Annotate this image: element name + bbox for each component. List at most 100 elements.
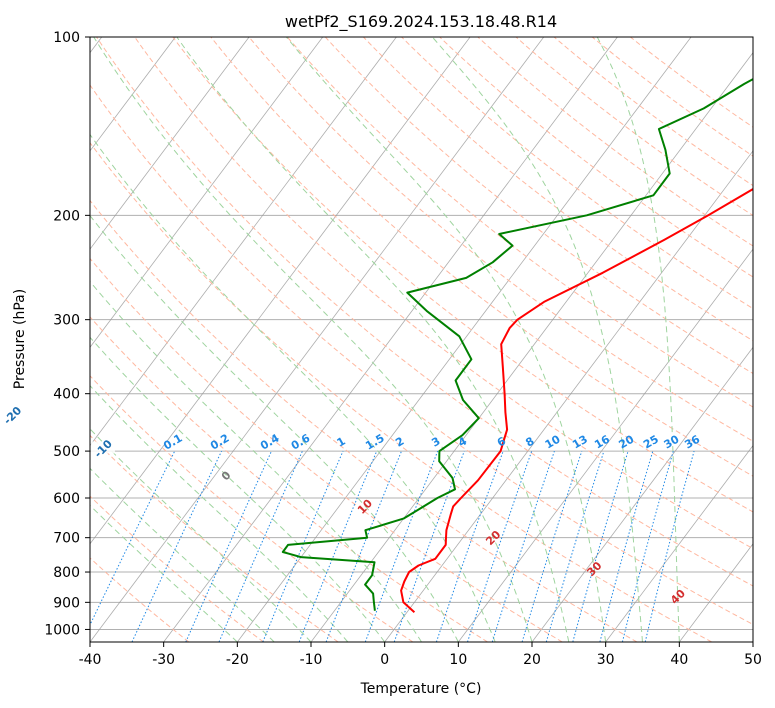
- y-tick-label: 200: [53, 208, 80, 224]
- mixing-ratio-label: 20: [616, 432, 636, 451]
- x-tick-label: 30: [597, 652, 615, 668]
- x-tick-label: -30: [152, 652, 175, 668]
- mixing-ratio-label: 3: [429, 435, 442, 450]
- series-layer: [281, 78, 753, 613]
- isotherm-gridline: [458, 248, 753, 642]
- mixing-ratio-label: 4: [456, 434, 469, 449]
- mixing-ratio-line: [644, 450, 695, 642]
- dry-adiabat-line: [90, 199, 638, 642]
- x-tick-label: 10: [449, 652, 467, 668]
- chart-title: wetPf2_S169.2024.153.18.48.R14: [285, 12, 557, 32]
- mixing-ratio-line: [185, 450, 272, 642]
- y-tick-label: 900: [53, 595, 80, 611]
- temperature-profile-line: [400, 187, 753, 613]
- isotherm-gridline: [163, 37, 618, 642]
- dry-adiabat-line: [90, 84, 753, 625]
- dry-adiabat-line: [90, 557, 190, 642]
- mixing-ratio-line: [218, 450, 303, 642]
- mixing-ratio-label: 1: [335, 435, 348, 450]
- dry-adiabat-line: [90, 495, 264, 642]
- dry-adiabat-line: [324, 37, 753, 375]
- x-tick-label: 20: [523, 652, 541, 668]
- y-tick-label: 300: [53, 313, 80, 329]
- dry-adiabat-line: [90, 375, 414, 642]
- mixing-ratio-label: 30: [662, 432, 682, 451]
- mixing-ratio-line: [90, 450, 176, 627]
- dry-adiabat-line: [172, 37, 753, 513]
- moist-adiabat-label: 20: [483, 528, 503, 548]
- mixing-ratio-label: 2: [393, 435, 406, 450]
- dry-adiabat-line: [363, 37, 753, 342]
- y-tick-label: 600: [53, 491, 80, 507]
- isotherm-gridline: [531, 346, 753, 642]
- moist-adiabat-line: [90, 214, 459, 642]
- dry-adiabat-label-bg: [90, 441, 115, 454]
- dry-adiabat-line: [90, 316, 488, 642]
- dry-adiabat-line: [591, 37, 753, 157]
- moist-adiabat-line: [93, 37, 533, 642]
- mixing-ratio-label: 1.5: [363, 432, 386, 453]
- dry-adiabat-line: [210, 37, 753, 477]
- moist-adiabat-line: [431, 37, 643, 642]
- isotherm-gridline: [384, 150, 753, 642]
- mixing-ratio-label: 0.2: [208, 432, 231, 453]
- mixing-ratio-line: [325, 450, 402, 642]
- dry-adiabat-line: [286, 37, 753, 408]
- plot-frame: [89, 36, 754, 643]
- mixing-ratio-line: [393, 450, 465, 642]
- mixing-ratio-label: 36: [682, 432, 702, 451]
- moist-adiabat-line: [90, 504, 238, 642]
- y-axis: 100 200 300 400 500 600 700 800 900 1000: [44, 30, 90, 638]
- isotherm-gridline: [90, 37, 545, 642]
- isotherm-gridline: [90, 37, 176, 152]
- dry-adiabat-line: [96, 37, 753, 587]
- dry-adiabat-line: [134, 37, 753, 550]
- isotherm-gridline: [90, 37, 324, 348]
- x-axis: -40 -30 -20 -10 0 10 20 30 40 50: [79, 642, 762, 668]
- dry-adiabat-line: [90, 257, 563, 642]
- mixing-ratio-label: 6: [495, 434, 508, 449]
- moist-adiabat-line: [90, 467, 275, 642]
- isotherm-gridline: [90, 37, 397, 447]
- adiabat-layer: [90, 37, 753, 642]
- dry-adiabat-line: [553, 37, 753, 187]
- mixing-ratio-line: [131, 450, 223, 642]
- dry-adiabat-line: [515, 37, 753, 217]
- dry-adiabat-line: [90, 141, 712, 642]
- dewpoint-profile-line: [281, 78, 753, 611]
- x-tick-label: -20: [226, 652, 249, 668]
- moist-adiabat-line: [90, 280, 422, 642]
- isotherm-gridline: [679, 543, 753, 642]
- y-tick-label: 100: [53, 30, 80, 46]
- y-tick-label: 1000: [44, 622, 80, 638]
- mixing-ratio-label: 16: [592, 432, 612, 451]
- y-tick-label: 800: [53, 565, 80, 581]
- isotherm-gridline: [237, 37, 692, 642]
- moist-adiabat-label: 40: [668, 587, 688, 607]
- x-tick-label: 50: [744, 652, 762, 668]
- mixing-ratio-label: 13: [570, 433, 590, 452]
- isotherm-gridline: [752, 641, 753, 642]
- mixing-ratio-label: 25: [641, 433, 661, 452]
- mixing-ratio-line: [262, 450, 344, 642]
- dry-adiabat-line: [477, 37, 753, 247]
- moist-adiabat-line: [596, 37, 680, 642]
- mixing-ratio-line: [364, 450, 439, 642]
- mixing-ratio-line: [491, 450, 555, 642]
- grid-layer: [90, 37, 753, 642]
- x-tick-label: -10: [300, 652, 323, 668]
- mixing-ratio-line: [435, 450, 504, 642]
- y-tick-label: 400: [53, 387, 80, 403]
- mixing-ratio-line: [298, 450, 378, 642]
- moist-adiabat-line: [90, 428, 312, 642]
- mixing-ratio-line: [621, 450, 674, 642]
- isotherm-gridline: [605, 444, 753, 642]
- moist-adiabat-label: 0: [219, 468, 234, 483]
- dry-adiabat-line: [401, 37, 753, 310]
- x-axis-label: Temperature (°C): [360, 681, 482, 697]
- mixing-ratio-label: 10: [543, 432, 563, 451]
- isotherm-gridline: [90, 37, 471, 545]
- mixing-ratio-line: [572, 450, 629, 642]
- mixing-ratio-line: [599, 450, 654, 642]
- mixing-ratio-layer: [90, 450, 695, 642]
